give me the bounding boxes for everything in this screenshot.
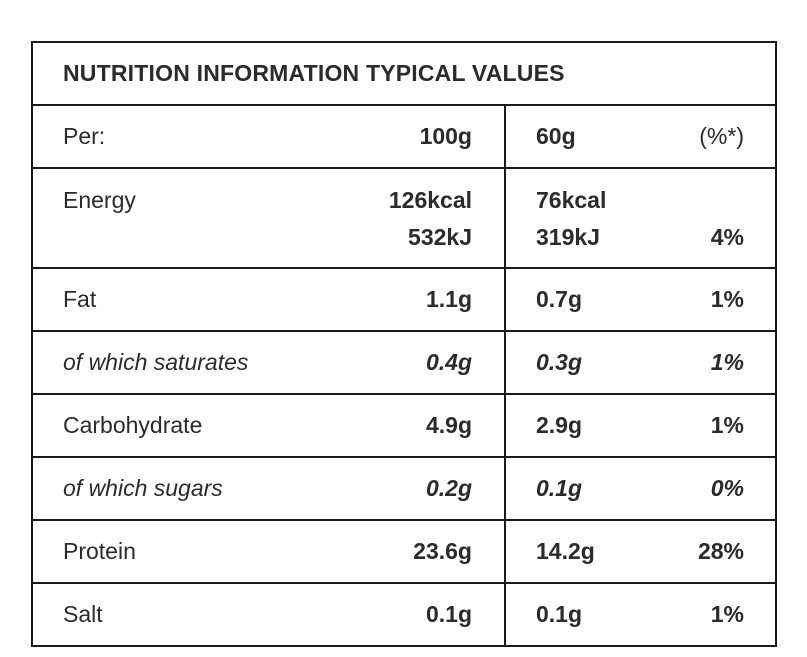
- table-row: of which saturates 0.4g 0.3g 1%: [33, 330, 776, 394]
- value-pct: 0%: [710, 475, 744, 501]
- table-row: Carbohydrate 4.9g 2.9g 1%: [33, 393, 776, 457]
- value-60g: 0.3g: [536, 349, 583, 375]
- value-pct: 1%: [710, 601, 744, 627]
- nutrition-table: NUTRITION INFORMATION TYPICAL VALUES Per…: [31, 41, 777, 647]
- col-60g-header: 60g: [536, 123, 576, 149]
- table-row: Salt 0.1g 0.1g 1%: [33, 582, 776, 645]
- row-label: Protein: [63, 538, 136, 564]
- energy-kj-60g: 319kJ: [536, 224, 600, 250]
- value-pct: 1%: [710, 286, 744, 312]
- value-60g: 0.7g: [536, 286, 583, 312]
- table-row: Protein 23.6g 14.2g 28%: [33, 519, 776, 583]
- value-pct: 1%: [710, 349, 744, 375]
- energy-kcal-100g: 126kcal: [388, 187, 472, 213]
- table-row: Fat 1.1g 0.7g 1%: [33, 267, 776, 331]
- value-60g: 0.1g: [536, 601, 583, 627]
- row-label: Carbohydrate: [63, 412, 203, 438]
- value-60g: 2.9g: [536, 412, 583, 438]
- energy-pct: 4%: [710, 224, 744, 250]
- value-pct: 1%: [710, 412, 744, 438]
- energy-row: Energy 126kcal 532kJ 76kcal 319kJ: [33, 167, 776, 268]
- value-100g: 0.4g: [425, 349, 472, 375]
- col-pct-header: (%*): [699, 123, 744, 149]
- value-pct: 28%: [697, 538, 744, 564]
- energy-kcal-60g: 76kcal: [536, 187, 607, 213]
- table-row: of which sugars 0.2g 0.1g 0%: [33, 456, 776, 520]
- per-label: Per:: [63, 123, 106, 149]
- row-label: of which saturates: [63, 349, 249, 375]
- value-60g: 14.2g: [536, 538, 595, 564]
- value-60g: 0.1g: [536, 475, 583, 501]
- table-title: NUTRITION INFORMATION TYPICAL VALUES: [33, 43, 775, 106]
- value-100g: 1.1g: [425, 286, 472, 312]
- header-row: Per: 100g 60g (%*): [33, 106, 776, 168]
- value-100g: 23.6g: [413, 538, 472, 564]
- row-label: Salt: [63, 601, 103, 627]
- energy-kj-100g: 532kJ: [408, 224, 472, 250]
- value-100g: 0.1g: [425, 601, 472, 627]
- energy-label: Energy: [63, 187, 136, 213]
- col-100g-header: 100g: [419, 123, 472, 149]
- row-label: of which sugars: [63, 475, 223, 501]
- row-label: Fat: [63, 286, 97, 312]
- nutrition-grid: Per: 100g 60g (%*) Energy 126kcal: [33, 106, 776, 645]
- value-100g: 0.2g: [425, 475, 472, 501]
- value-100g: 4.9g: [425, 412, 472, 438]
